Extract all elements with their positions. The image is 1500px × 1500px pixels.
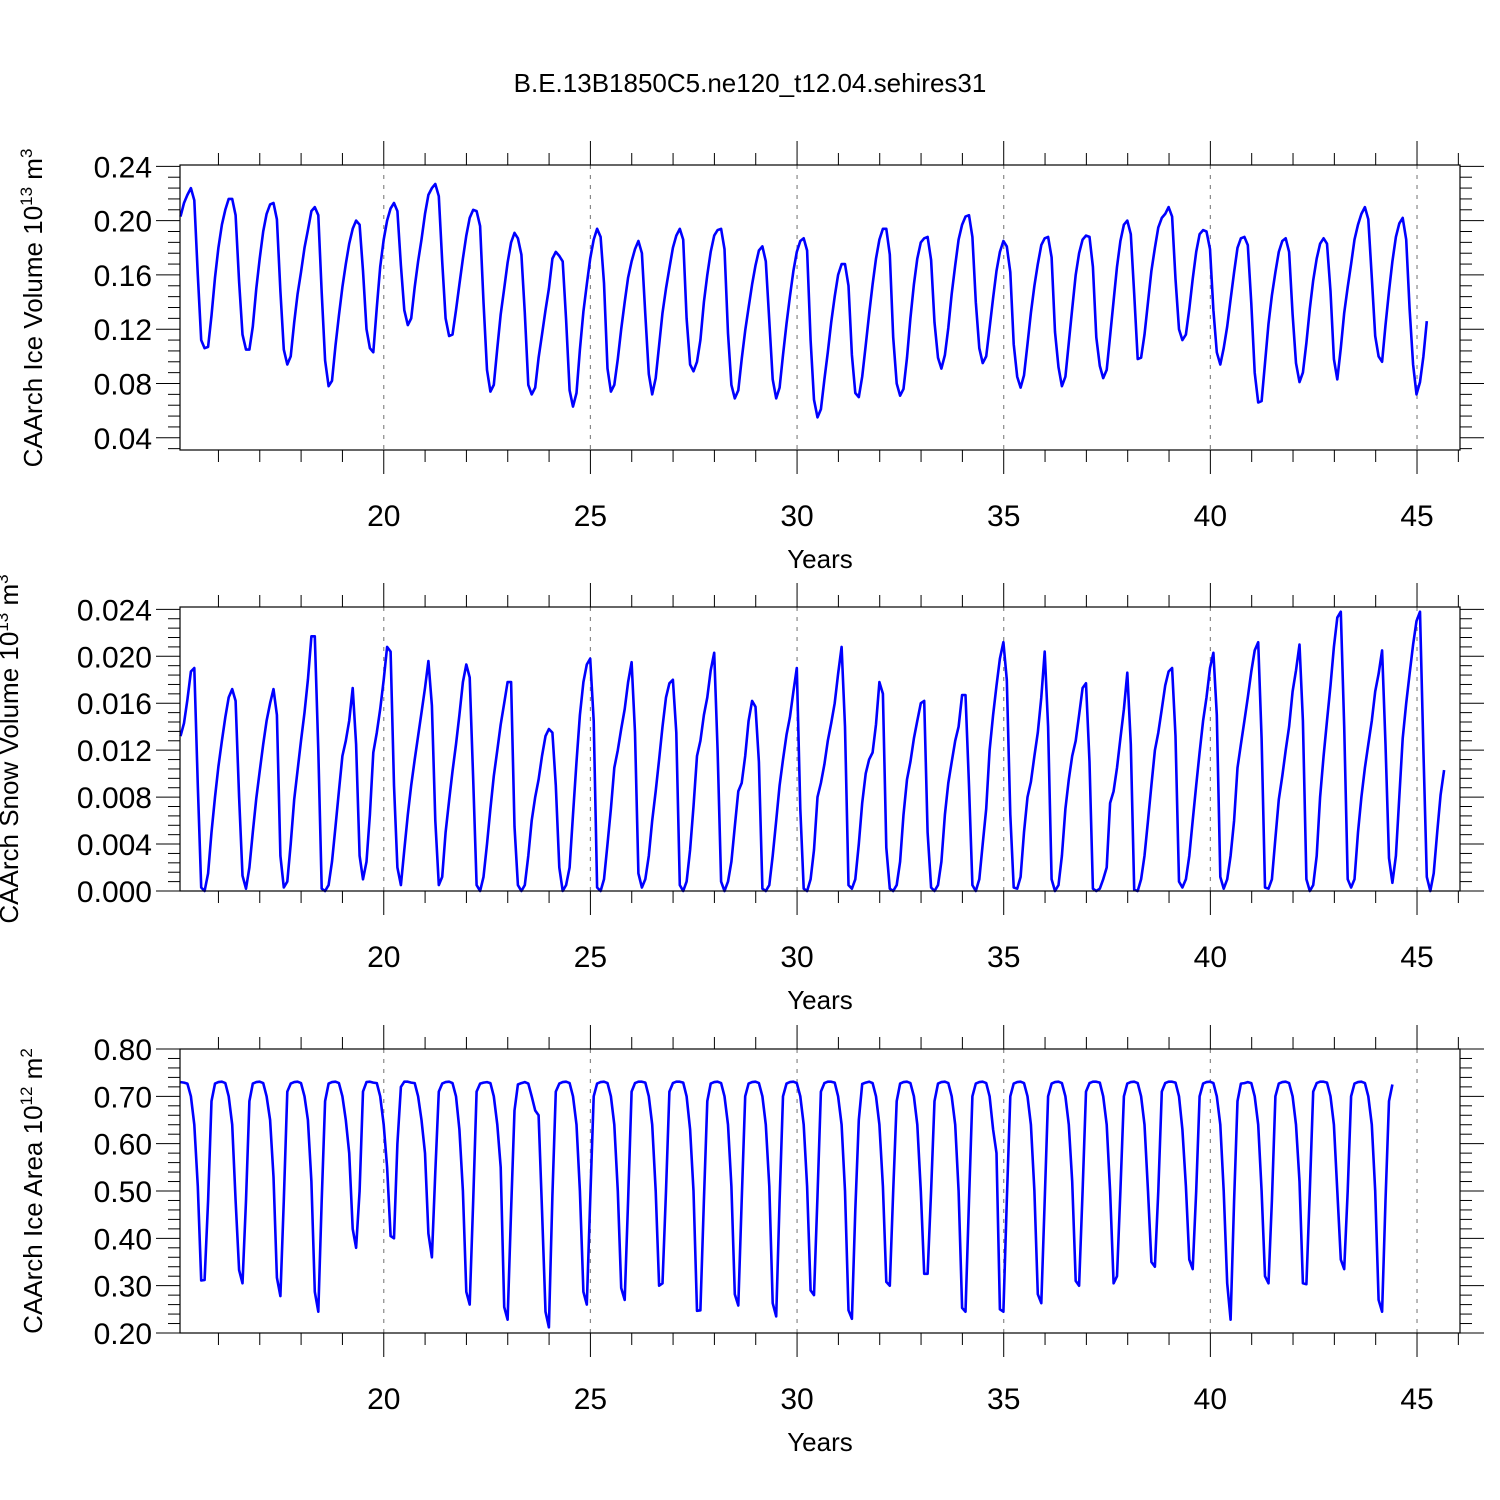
x-tick-label: 45: [1400, 941, 1433, 974]
y-tick-label: 0.40: [94, 1223, 152, 1256]
y-axis-label-exponent: 12: [17, 1087, 36, 1106]
y-axis-label-exponent: 13: [17, 187, 36, 206]
x-axis-label: Years: [787, 544, 853, 574]
y-tick-label: 0.020: [77, 641, 152, 674]
y-tick-label: 0.008: [77, 782, 152, 815]
x-tick-label: 30: [780, 941, 813, 974]
y-axis-label-unit-exponent: 3: [17, 149, 36, 158]
x-tick-label: 45: [1400, 1383, 1433, 1416]
y-axis-label-exponent: 13: [0, 613, 12, 632]
chart-panel-1: 0.04 0.08 0.12 0.16 0.20 0.24 20 25 30 35 40 45 Year…: [17, 141, 1484, 574]
x-tick-label: 35: [987, 941, 1020, 974]
figure-title: B.E.13B1850C5.ne120_t12.04.sehires31: [514, 68, 987, 98]
y-tick-label: 0.04: [94, 423, 152, 456]
y-axis-label: CAArch Ice Volume 1013 m3: [17, 149, 48, 468]
y-tick-label: 0.80: [94, 1034, 152, 1067]
y-tick-label: 0.24: [94, 151, 152, 184]
y-axis-label-unit: m: [18, 1058, 48, 1087]
x-axis-label: Years: [787, 985, 853, 1015]
plot-frame: [179, 164, 1461, 451]
y-axis-label-text: CAArch Ice Volume 10: [18, 206, 48, 468]
series-line: [179, 182, 1429, 419]
series-line: [179, 610, 1446, 893]
y-tick-label: 0.012: [77, 735, 152, 768]
y-tick-label: 0.70: [94, 1081, 152, 1114]
y-tick-label: 0.004: [77, 829, 152, 862]
y-axis-label: CAArch Ice Area 1012 m2: [17, 1048, 48, 1334]
x-tick-label: 20: [367, 1383, 400, 1416]
y-axis-label-unit: m: [18, 158, 48, 187]
y-axis-label-unit-exponent: 2: [17, 1048, 36, 1057]
y-tick-label: 0.50: [94, 1176, 152, 1209]
y-axis-label: CAArch Snow Volume 1013 m3: [0, 574, 24, 923]
y-tick-label: 0.024: [77, 594, 152, 627]
chart-panel-2: 0.000 0.004 0.008 0.012 0.016 0.020 0.024 20 25 3…: [0, 574, 1484, 1015]
y-tick-label: 0.20: [94, 206, 152, 239]
x-tick-label: 45: [1400, 500, 1433, 533]
plot-frame: [179, 606, 1461, 892]
chart-panel-3: 0.20 0.30 0.40 0.50 0.60 0.70 0.80 20 25 30 35 40 45…: [17, 1025, 1484, 1457]
y-tick-label: 0.60: [94, 1129, 152, 1162]
x-tick-label: 40: [1194, 1383, 1227, 1416]
y-tick-label: 0.016: [77, 688, 152, 721]
x-tick-label: 40: [1194, 941, 1227, 974]
x-tick-label: 25: [574, 941, 607, 974]
y-tick-label: 0.12: [94, 314, 152, 347]
y-axis-label-unit: m: [0, 584, 24, 613]
y-tick-label: 0.30: [94, 1271, 152, 1304]
x-tick-label: 30: [780, 500, 813, 533]
x-axis-label: Years: [787, 1427, 853, 1457]
y-tick-label: 0.20: [94, 1318, 152, 1351]
x-tick-label: 35: [987, 1383, 1020, 1416]
y-axis-label-text: CAArch Ice Area 10: [18, 1105, 48, 1333]
x-tick-label: 20: [367, 941, 400, 974]
series-line: [180, 1080, 1394, 1329]
x-tick-label: 40: [1194, 500, 1227, 533]
y-tick-label: 0.16: [94, 260, 152, 293]
x-tick-label: 35: [987, 500, 1020, 533]
y-tick-label: 0.08: [94, 369, 152, 402]
x-tick-label: 25: [574, 500, 607, 533]
y-axis-label-unit-exponent: 3: [0, 574, 12, 583]
y-tick-label: 0.000: [77, 876, 152, 909]
plot-frame: [179, 1048, 1461, 1334]
x-tick-label: 20: [367, 500, 400, 533]
x-tick-label: 30: [780, 1383, 813, 1416]
x-tick-label: 25: [574, 1383, 607, 1416]
y-axis-label-text: CAArch Snow Volume 10: [0, 632, 24, 924]
